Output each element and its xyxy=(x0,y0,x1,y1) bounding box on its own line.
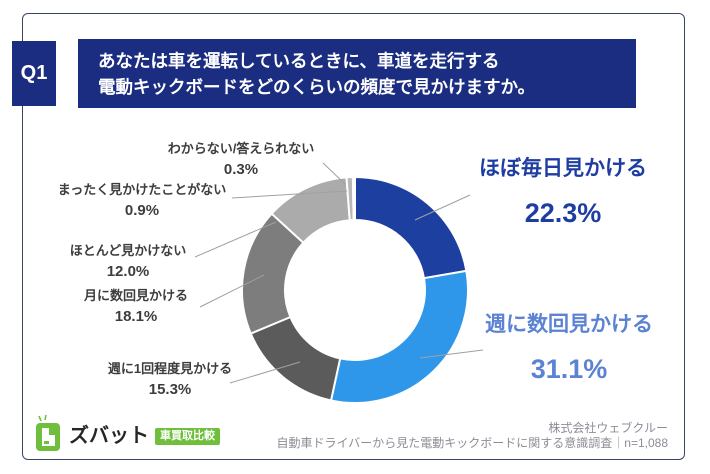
source-note: 株式会社ウェブクルー 自動車ドライバーから見た電動キックボードに関する意識調査｜… xyxy=(277,421,668,451)
donut-slices xyxy=(241,175,469,404)
donut-slice-1 xyxy=(329,269,469,404)
callout-percent: 12.0% xyxy=(106,263,150,280)
leader-lines xyxy=(194,162,484,384)
callout-label: まったく見かけたことがない xyxy=(57,182,227,197)
brand-name: ズバット xyxy=(69,425,149,447)
callout-unknown: わからない/答えられない 0.3% xyxy=(168,141,315,178)
callout-label: 週に1回程度見かける xyxy=(107,361,233,376)
leader-line-never xyxy=(231,190,348,199)
callout-percent: 18.1% xyxy=(114,308,158,325)
callout-percent: 15.3% xyxy=(148,381,192,398)
leader-line-unknown xyxy=(322,162,346,185)
callout-label: ほぼ毎日見かける xyxy=(479,157,647,180)
question-line-2: 電動キックボードをどのくらいの頻度で見かけますか。 xyxy=(98,76,536,97)
question-title-bar: あなたは車を運転しているときに、車道を走行する 電動キックボードをどのくらいの頻… xyxy=(78,39,636,108)
callout-few-times-week: 週に数回見かける 31.1% xyxy=(485,313,653,383)
donut-slice-0 xyxy=(354,175,468,280)
donut-slice-6 xyxy=(351,175,356,222)
callout-label: ほとんど見かけない xyxy=(69,243,187,258)
callout-percent: 0.3% xyxy=(223,161,259,178)
donut-slice-2 xyxy=(249,315,342,402)
leader-line-few-times-month xyxy=(199,274,265,308)
callout-few-times-month: 月に数回見かける 18.1% xyxy=(84,288,188,325)
callout-percent: 31.1% xyxy=(530,354,608,384)
leader-line-almost-daily xyxy=(414,194,471,221)
leader-line-rarely xyxy=(194,221,277,258)
source-description: 自動車ドライバーから見た電動キックボードに関する意識調査｜n=1,088 xyxy=(276,436,668,450)
callout-almost-daily: ほぼ毎日見かける 22.3% xyxy=(479,157,647,227)
callout-once-week: 週に1回程度見かける 15.3% xyxy=(108,361,232,398)
callout-percent: 0.9% xyxy=(124,202,160,219)
callout-label: わからない/答えられない xyxy=(167,141,315,156)
question-line-1: あなたは車を運転しているときに、車道を走行する xyxy=(98,50,500,71)
callout-never: まったく見かけたことがない 0.9% xyxy=(58,182,226,219)
leader-line-once-week xyxy=(229,361,301,384)
question-number-badge: Q1 xyxy=(12,41,56,106)
zubat-logo-icon xyxy=(36,414,60,451)
callout-rarely: ほとんど見かけない 12.0% xyxy=(70,243,187,280)
source-company: 株式会社ウェブクルー xyxy=(548,421,668,435)
callout-label: 月に数回見かける xyxy=(83,288,189,303)
callout-label: 週に数回見かける xyxy=(485,313,653,336)
brand-logo: ズバット 車買取比較 xyxy=(35,413,220,459)
callout-percent: 22.3% xyxy=(524,198,602,228)
brand-badge: 車買取比較 xyxy=(155,427,220,445)
leader-line-few-times-week xyxy=(419,349,484,359)
